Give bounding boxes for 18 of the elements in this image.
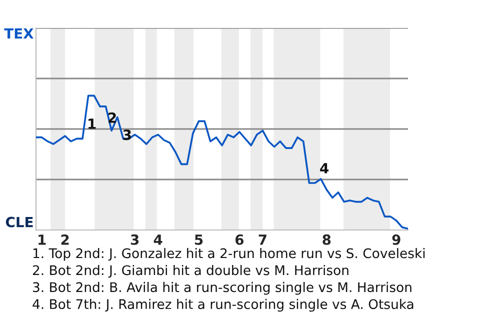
x-tick-label: 7 (258, 234, 266, 245)
annotation: 4 (320, 163, 328, 174)
x-tick-label: 8 (322, 234, 331, 245)
annotation: 1 (88, 118, 96, 129)
x-tick-label: 5 (194, 234, 203, 245)
x-tick-label: 4 (154, 234, 162, 245)
annotation: 3 (123, 130, 131, 140)
x-tick-label: 3 (130, 234, 139, 245)
x-tick-label: 6 (235, 234, 244, 245)
text: 3. Bot 2nd: B. Avila hit a run-scoring single vs M. Harrison (33, 282, 412, 295)
text: CLE (6, 216, 33, 228)
x-tick-label: 1 (38, 234, 46, 245)
x-tick-label: 2 (61, 234, 69, 245)
text: 1. Top 2nd: J. Gonzalez hit a 2-run home run vs S. Coveleski (33, 248, 425, 261)
x-tick-label: 9 (392, 234, 400, 245)
text: 2. Bot 2nd: J. Giambi hit a double vs M. Harrison (32, 264, 348, 278)
text: TEX (4, 28, 34, 39)
text: 4. Bot 7th: J. Ramirez hit a run-scoring single vs A. Otsuka (32, 298, 414, 312)
